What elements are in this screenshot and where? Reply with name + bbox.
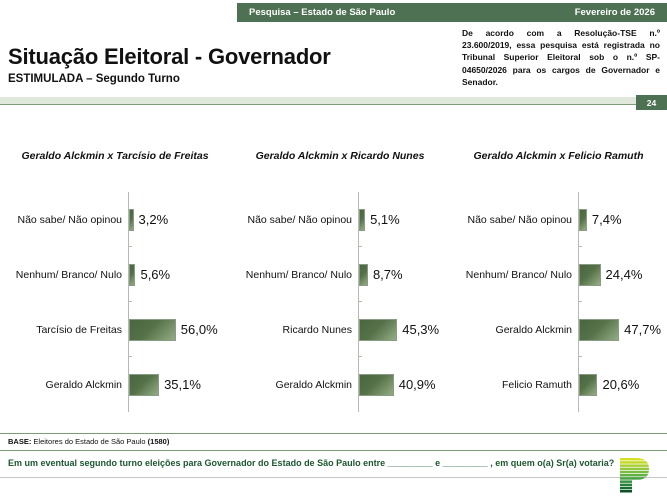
plot-area: 8,7% xyxy=(358,247,450,302)
charts-row: Geraldo Alckmin x Tarcísio de Freitas Nã… xyxy=(0,150,667,412)
bar xyxy=(579,373,598,396)
bar xyxy=(359,318,398,341)
bar xyxy=(579,208,587,231)
bar xyxy=(359,373,394,396)
footer-divider-bottom xyxy=(0,477,667,478)
page-number-badge: 24 xyxy=(636,95,667,110)
footer-divider-top xyxy=(0,433,667,434)
category-label: Tarcísio de Freitas xyxy=(36,323,122,336)
value-label: 3,2% xyxy=(138,212,169,227)
chart-row: Nenhum/ Branco/ Nulo 5,6% xyxy=(0,247,230,302)
plot-area: 56,0% xyxy=(128,302,230,357)
plot-area: 7,4% xyxy=(578,192,667,247)
bar xyxy=(129,208,134,231)
bar xyxy=(129,318,176,341)
header-bar: Pesquisa – Estado de São Paulo Fevereiro… xyxy=(237,3,667,22)
chart-row: Geraldo Alckmin 35,1% xyxy=(0,357,230,412)
category-label: Não sabe/ Não opinou xyxy=(17,213,123,226)
category-label: Felicio Ramuth xyxy=(501,378,572,391)
chart-alckmin-tarcisio: Geraldo Alckmin x Tarcísio de Freitas Nã… xyxy=(0,150,230,412)
plot-area: 5,6% xyxy=(128,247,230,302)
value-label: 56,0% xyxy=(180,322,218,337)
value-label: 5,6% xyxy=(140,267,171,282)
value-label: 47,7% xyxy=(624,322,662,337)
divider-band xyxy=(0,97,667,105)
category-label: Geraldo Alckmin xyxy=(45,378,122,391)
striped-p-logo xyxy=(620,458,649,493)
chart-row: Nenhum/ Branco/ Nulo 24,4% xyxy=(450,247,667,302)
chart-row: Não sabe/ Não opinou 3,2% xyxy=(0,192,230,247)
chart-row: Tarcísio de Freitas 56,0% xyxy=(0,302,230,357)
bar xyxy=(129,373,160,396)
chart-row: Geraldo Alckmin 40,9% xyxy=(230,357,450,412)
bar xyxy=(359,208,366,231)
chart-plot: Não sabe/ Não opinou 7,4% Nenhum/ Branco/ … xyxy=(450,192,667,412)
page-title: Situação Eleitoral - Governador xyxy=(8,44,331,69)
plot-area: 20,6% xyxy=(578,357,667,412)
bar xyxy=(579,263,601,286)
value-label: 7,4% xyxy=(591,212,622,227)
category-label: Nenhum/ Branco/ Nulo xyxy=(245,268,352,281)
chart-alckmin-nunes: Geraldo Alckmin x Ricardo Nunes Não sabe… xyxy=(230,150,450,412)
tse-disclaimer-text: De acordo com a Resolução-TSE n.º 23.600… xyxy=(462,28,660,87)
chart-title: Geraldo Alckmin x Ricardo Nunes xyxy=(255,150,425,162)
category-label: Geraldo Alckmin xyxy=(275,378,352,391)
page-subtitle: ESTIMULADA – Segundo Turno xyxy=(8,73,180,85)
plot-area: 3,2% xyxy=(128,192,230,247)
plot-area: 45,3% xyxy=(358,302,450,357)
base-label: BASE: xyxy=(8,437,32,446)
chart-row: Nenhum/ Branco/ Nulo 8,7% xyxy=(230,247,450,302)
value-label: 40,9% xyxy=(398,377,436,392)
chart-plot: Não sabe/ Não opinou 5,1% Nenhum/ Branco/ … xyxy=(230,192,450,412)
value-label: 35,1% xyxy=(164,377,201,392)
base-line: BASE: Eleitores do Estado de São Paulo (… xyxy=(8,437,169,446)
bar xyxy=(359,263,368,286)
plot-area: 47,7% xyxy=(578,302,667,357)
value-label: 24,4% xyxy=(605,267,643,282)
plot-area: 40,9% xyxy=(358,357,450,412)
chart-row: Felicio Ramuth 20,6% xyxy=(450,357,667,412)
chart-title: Geraldo Alckmin x Felicio Ramuth xyxy=(473,150,644,162)
category-label: Ricardo Nunes xyxy=(282,323,352,336)
chart-row: Geraldo Alckmin 47,7% xyxy=(450,302,667,357)
category-label: Nenhum/ Branco/ Nulo xyxy=(15,268,122,281)
plot-area: 5,1% xyxy=(358,192,450,247)
header-bar-date-label: Fevereiro de 2026 xyxy=(574,7,655,18)
value-label: 45,3% xyxy=(402,322,440,337)
chart-row: Não sabe/ Não opinou 5,1% xyxy=(230,192,450,247)
base-count: (1580) xyxy=(147,437,170,446)
plot-area: 35,1% xyxy=(128,357,230,412)
survey-question-text: Em um eventual segundo turno eleições pa… xyxy=(8,458,615,468)
plot-area: 24,4% xyxy=(578,247,667,302)
base-text: Eleitores do Estado de São Paulo xyxy=(31,437,148,446)
header-bar-left-label: Pesquisa – Estado de São Paulo xyxy=(249,7,396,18)
bar xyxy=(129,263,136,286)
value-label: 20,6% xyxy=(602,377,640,392)
bar xyxy=(579,318,620,341)
value-label: 8,7% xyxy=(372,267,403,282)
chart-row: Não sabe/ Não opinou 7,4% xyxy=(450,192,667,247)
category-label: Não sabe/ Não opinou xyxy=(467,213,573,226)
category-label: Nenhum/ Branco/ Nulo xyxy=(465,268,572,281)
logo-stripes xyxy=(620,458,649,493)
category-label: Não sabe/ Não opinou xyxy=(247,213,353,226)
chart-row: Ricardo Nunes 45,3% xyxy=(230,302,450,357)
footer-divider-middle xyxy=(0,450,667,451)
chart-plot: Não sabe/ Não opinou 3,2% Nenhum/ Branco/ … xyxy=(0,192,230,412)
value-label: 5,1% xyxy=(370,212,400,227)
category-label: Geraldo Alckmin xyxy=(495,323,572,336)
chart-title: Geraldo Alckmin x Tarcísio de Freitas xyxy=(21,150,209,162)
chart-alckmin-ramuth: Geraldo Alckmin x Felicio Ramuth Não sab… xyxy=(450,150,667,412)
